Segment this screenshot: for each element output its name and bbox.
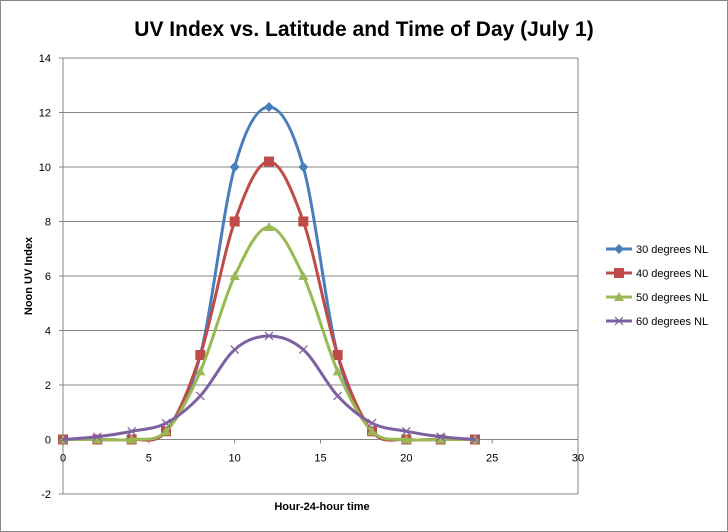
x-tick-label: 0: [60, 453, 66, 465]
x-marker: [298, 345, 308, 354]
legend-item: 60 degrees NL: [606, 316, 708, 328]
x-tick-label: 5: [146, 453, 152, 465]
triangle-marker: [614, 292, 624, 301]
series-50-degrees-nl: [58, 221, 480, 444]
diamond-marker: [264, 102, 274, 113]
x-tick-label: 30: [572, 453, 584, 465]
x-marker: [333, 391, 343, 401]
square-marker: [332, 350, 343, 361]
triangle-marker: [401, 434, 412, 444]
x-marker: [58, 435, 68, 444]
y-tick-label: 2: [45, 380, 51, 392]
triangle-marker: [367, 426, 377, 436]
chart-title: UV Index vs. Latitude and Time of Day (J…: [134, 18, 593, 41]
y-tick-label: 10: [39, 162, 51, 174]
triangle-marker: [332, 366, 343, 376]
x-tick-label: 25: [486, 453, 498, 465]
y-tick-label: 4: [45, 326, 51, 338]
x-marker: [161, 418, 171, 428]
x-marker: [470, 435, 480, 444]
legend-item: 40 degrees NL: [606, 268, 708, 280]
x-marker: [127, 426, 137, 436]
diamond-marker: [229, 162, 240, 172]
square-marker: [264, 156, 274, 167]
x-marker: [195, 391, 205, 401]
legend-item: 50 degrees NL: [606, 292, 708, 304]
triangle-marker: [229, 271, 240, 280]
triangle-marker: [161, 426, 171, 436]
x-tick-label: 15: [314, 453, 326, 465]
x-tick-label: 20: [400, 453, 412, 465]
y-axis-label: Noon UV Index: [23, 236, 35, 315]
y-tick-label: -2: [41, 489, 51, 501]
diamond-marker: [614, 244, 624, 254]
square-marker: [229, 216, 240, 227]
legend-label: 60 degrees NL: [636, 316, 708, 328]
x-marker: [436, 432, 446, 442]
x-marker: [614, 316, 624, 326]
x-marker: [230, 345, 240, 354]
triangle-marker: [435, 434, 446, 444]
y-tick-label: 14: [39, 53, 51, 65]
y-tick-label: 12: [39, 108, 51, 120]
y-tick-label: 6: [45, 271, 51, 283]
x-marker: [92, 432, 102, 442]
legend-label: 50 degrees NL: [636, 292, 708, 304]
legend-item: 30 degrees NL: [606, 244, 708, 256]
diamond-marker: [298, 162, 309, 172]
triangle-marker: [298, 271, 309, 280]
x-axis-label: Hour-24-hour time: [274, 501, 369, 513]
y-tick-label: 8: [45, 217, 51, 229]
triangle-marker: [264, 221, 274, 231]
x-marker: [367, 418, 377, 428]
triangle-marker: [195, 366, 206, 376]
x-marker: [401, 426, 411, 436]
square-marker: [614, 268, 624, 278]
x-tick-label: 10: [229, 453, 241, 465]
legend-label: 30 degrees NL: [636, 244, 708, 256]
y-tick-label: 0: [45, 435, 51, 447]
square-marker: [195, 350, 206, 361]
triangle-marker: [92, 434, 103, 444]
series-60-degrees-nl: [58, 331, 480, 444]
triangle-marker: [126, 434, 137, 444]
legend-label: 40 degrees NL: [636, 268, 708, 280]
x-marker: [264, 331, 274, 341]
square-marker: [298, 216, 309, 227]
